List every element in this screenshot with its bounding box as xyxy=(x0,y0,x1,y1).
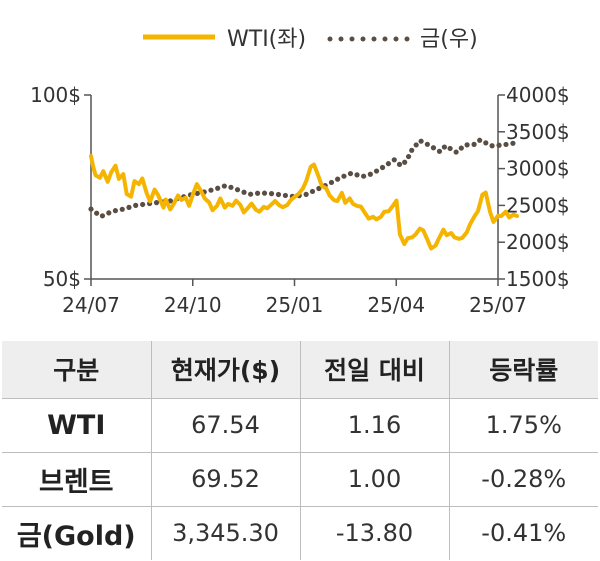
gold-point xyxy=(483,140,489,146)
gold-point xyxy=(441,144,447,150)
gold-point xyxy=(234,187,241,193)
gold-point xyxy=(248,191,254,197)
col-header-change: 전일 대비 xyxy=(299,341,449,398)
gold-point xyxy=(228,184,234,190)
gold-point xyxy=(309,188,316,195)
x-tick-label: 24/07 xyxy=(62,293,120,317)
series-wti-line xyxy=(89,154,519,251)
legend-label-gold: 금(우) xyxy=(420,27,478,52)
gold-point xyxy=(94,210,100,216)
gold-point xyxy=(418,138,424,144)
x-tick-label: 25/07 xyxy=(469,293,527,317)
y-left-tick-label: 50$ xyxy=(43,267,81,291)
col-header-category: 구분 xyxy=(53,356,100,386)
price-cell: 67.54 xyxy=(150,398,300,452)
rate-cell: -0.28% xyxy=(448,452,598,506)
gold-point xyxy=(303,191,309,197)
row-label-brent: 브렌트 xyxy=(38,466,114,498)
y-right-tick-label: 2000$ xyxy=(506,230,570,254)
gold-point xyxy=(436,148,443,154)
chart-legend: WTI(좌) 금(우) xyxy=(143,27,478,52)
gold-point xyxy=(133,202,139,208)
price-chart: WTI(좌) 금(우) 24/07 24/10 25/01 25/04 25/07 50… xyxy=(30,27,570,317)
series-gold xyxy=(88,137,516,219)
gold-point xyxy=(268,191,275,197)
gold-point xyxy=(140,201,146,208)
price-table: 구분 현재가($) 전일 대비 등락률 WTI 67.54 1.16 1.75%… xyxy=(2,341,598,560)
table-row: WTI 67.54 1.16 1.75% xyxy=(2,398,598,452)
gold-point xyxy=(409,147,415,153)
y-left-tick-label: 100$ xyxy=(30,83,81,107)
y-right-tick-label: 3000$ xyxy=(506,157,570,181)
rate-cell: -0.41% xyxy=(448,506,598,560)
gold-point xyxy=(413,142,419,148)
gold-point xyxy=(471,141,477,147)
gold-point xyxy=(208,187,214,193)
gold-point xyxy=(354,172,360,178)
gold-point xyxy=(464,142,470,148)
gold-point xyxy=(447,145,453,152)
gold-point xyxy=(496,142,502,148)
gold-point xyxy=(261,190,268,196)
col-header-price: 현재가($) xyxy=(150,341,300,398)
gold-point xyxy=(430,145,437,151)
gold-point xyxy=(106,210,112,216)
gold-point xyxy=(503,141,509,148)
rate-cell: 1.75% xyxy=(448,398,598,452)
gold-point xyxy=(194,190,200,196)
table-row: 금(Gold) 3,345.30 -13.80 -0.41% xyxy=(2,506,598,560)
gold-point xyxy=(221,183,227,189)
price-cell: 3,345.30 xyxy=(150,506,300,560)
y-right-tick-label: 3500$ xyxy=(506,120,570,144)
x-tick-label: 24/10 xyxy=(164,293,222,317)
gold-point xyxy=(153,200,160,206)
y-right-tick-label: 1500$ xyxy=(506,267,570,291)
gold-point xyxy=(367,171,373,177)
gold-point xyxy=(373,168,380,174)
gold-point xyxy=(402,159,408,165)
change-cell: 1.00 xyxy=(299,452,449,506)
gold-point xyxy=(99,213,106,219)
gold-point xyxy=(477,137,483,143)
gold-point xyxy=(316,185,322,192)
x-tick-label: 25/01 xyxy=(266,293,324,317)
row-label-wti: WTI xyxy=(47,409,106,441)
gold-point xyxy=(119,206,125,212)
gold-point xyxy=(282,192,289,199)
gold-point xyxy=(215,185,221,191)
change-cell: 1.16 xyxy=(299,398,449,452)
y-right-tick-label: 2500$ xyxy=(506,193,570,217)
gold-point xyxy=(361,173,367,179)
change-cell: -13.80 xyxy=(299,506,449,560)
gold-point xyxy=(88,206,94,212)
price-cell: 69.52 xyxy=(150,452,300,506)
gold-point xyxy=(126,204,132,210)
gold-point xyxy=(424,141,430,147)
table-row: 브렌트 69.52 1.00 -0.28% xyxy=(2,452,598,506)
gold-point xyxy=(458,145,464,151)
gold-point xyxy=(254,190,261,196)
gold-point xyxy=(489,143,495,149)
gold-point xyxy=(347,170,354,177)
gold-point xyxy=(335,176,341,182)
gold-point xyxy=(379,164,386,171)
gold-point xyxy=(453,149,459,155)
gold-point xyxy=(391,157,397,163)
gold-point xyxy=(341,173,347,179)
gold-point xyxy=(385,161,392,167)
gold-point xyxy=(328,179,335,186)
gold-point xyxy=(275,191,282,198)
row-label-gold: 금(Gold) xyxy=(16,520,136,552)
gold-point xyxy=(405,153,412,160)
x-tick-label: 25/04 xyxy=(367,293,425,317)
gold-point xyxy=(510,140,516,146)
table-header-row: 구분 현재가($) 전일 대비 등락률 xyxy=(2,341,598,398)
legend-label-wti: WTI(좌) xyxy=(227,27,306,52)
y-right-tick-label: 4000$ xyxy=(506,83,570,107)
gold-point xyxy=(112,208,118,214)
gold-point xyxy=(396,161,403,167)
gold-point xyxy=(241,189,247,195)
col-header-rate: 등락률 xyxy=(448,341,598,398)
